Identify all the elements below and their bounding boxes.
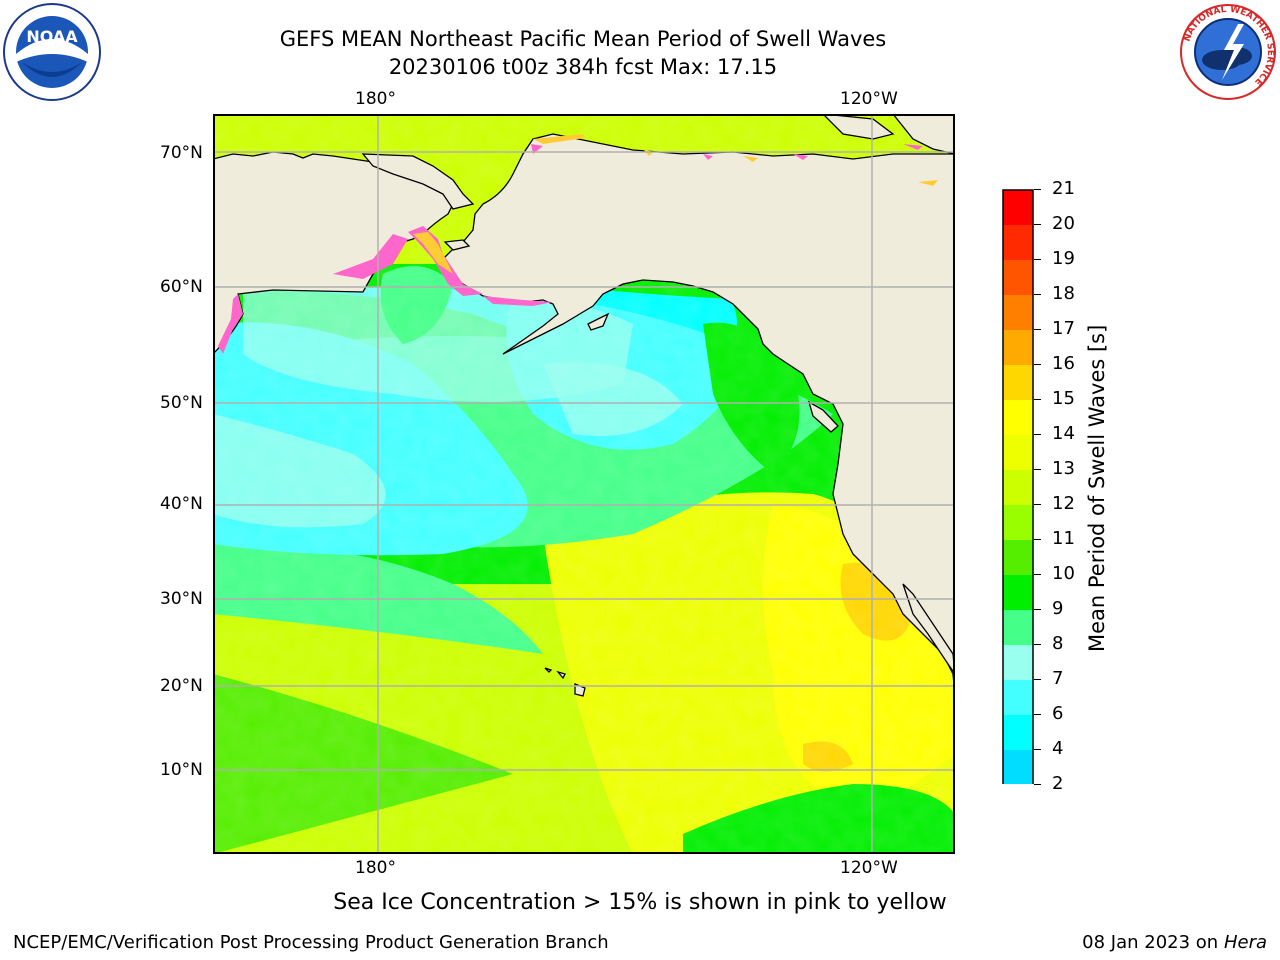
colorbar-swatches bbox=[1002, 189, 1034, 815]
sea-ice-note: Sea Ice Concentration > 15% is shown in … bbox=[333, 890, 947, 915]
colorbar-tick-label: 2 bbox=[1052, 773, 1064, 794]
colorbar-tick-mark bbox=[1034, 574, 1041, 575]
colorbar-bin bbox=[1003, 715, 1033, 750]
colorbar-bin bbox=[1003, 400, 1033, 435]
land-masses bbox=[213, 114, 955, 697]
lon-label-top-180: 180° bbox=[355, 89, 396, 109]
colorbar-tick-mark bbox=[1034, 259, 1041, 260]
colorbar-tick-mark bbox=[1034, 679, 1041, 680]
chart-title: GEFS MEAN Northeast Pacific Mean Period … bbox=[279, 27, 887, 51]
colorbar-tick-label: 17 bbox=[1052, 318, 1075, 339]
colorbar-tick-label: 18 bbox=[1052, 283, 1075, 304]
colorbar-bin bbox=[1003, 330, 1033, 365]
colorbar-tick-label: 9 bbox=[1052, 598, 1064, 619]
colorbar-tick-mark bbox=[1034, 434, 1041, 435]
colorbar-bin bbox=[1003, 645, 1033, 680]
colorbar-tick-label: 21 bbox=[1052, 178, 1075, 199]
lat-label-50n: 50°N bbox=[160, 393, 203, 413]
noaa-logo-text: NOAA bbox=[26, 27, 78, 46]
map-panel bbox=[213, 114, 955, 854]
colorbar-tick-label: 20 bbox=[1052, 213, 1075, 234]
footer-machine: Hera bbox=[1223, 932, 1267, 953]
colorbar-tick-mark bbox=[1034, 329, 1041, 330]
colorbar-tick-label: 16 bbox=[1052, 353, 1075, 374]
chart-subtitle: 20230106 t00z 384h fcst Max: 17.15 bbox=[388, 55, 778, 79]
lon-label-bottom-180: 180° bbox=[355, 858, 396, 878]
colorbar-bin bbox=[1003, 540, 1033, 575]
colorbar-bin bbox=[1003, 365, 1033, 400]
colorbar-tick-label: 11 bbox=[1052, 528, 1075, 549]
colorbar-bin bbox=[1003, 750, 1033, 785]
footer-credit: NCEP/EMC/Verification Post Processing Pr… bbox=[13, 932, 609, 953]
colorbar-tick-label: 19 bbox=[1052, 248, 1075, 269]
lon-label-bottom-120w: 120°W bbox=[840, 858, 898, 878]
colorbar-tick-mark bbox=[1034, 749, 1041, 750]
colorbar-bin bbox=[1003, 190, 1033, 225]
colorbar-tick-mark bbox=[1034, 609, 1041, 610]
colorbar-bin bbox=[1003, 610, 1033, 645]
footer-date-text: 08 Jan 2023 on bbox=[1082, 932, 1224, 953]
colorbar-bin bbox=[1003, 260, 1033, 295]
colorbar-tick-label: 10 bbox=[1052, 563, 1075, 584]
nws-logo: NATIONAL WEATHER SERVICE bbox=[1178, 2, 1278, 102]
colorbar-tick-label: 6 bbox=[1052, 703, 1064, 724]
map-frame bbox=[213, 114, 955, 854]
lat-label-70n: 70°N bbox=[160, 143, 203, 163]
colorbar-bin bbox=[1003, 505, 1033, 540]
footer-date: 08 Jan 2023 on Hera bbox=[1082, 932, 1267, 953]
lat-label-40n: 40°N bbox=[160, 494, 203, 514]
lon-label-top-120w: 120°W bbox=[840, 89, 898, 109]
colorbar-tick-mark bbox=[1034, 539, 1041, 540]
lat-label-60n: 60°N bbox=[160, 277, 203, 297]
lat-label-10n: 10°N bbox=[160, 760, 203, 780]
colorbar-bin bbox=[1003, 225, 1033, 260]
colorbar-tick-mark bbox=[1034, 714, 1041, 715]
lat-label-30n: 30°N bbox=[160, 589, 203, 609]
colorbar-tick-label: 4 bbox=[1052, 738, 1064, 759]
colorbar-tick-label: 7 bbox=[1052, 668, 1064, 689]
colorbar-title: Mean Period of Swell Waves [s] bbox=[1085, 324, 1109, 652]
colorbar-tick-label: 8 bbox=[1052, 633, 1064, 654]
colorbar-tick-mark bbox=[1034, 294, 1041, 295]
colorbar-bin bbox=[1003, 680, 1033, 715]
lat-label-20n: 20°N bbox=[160, 676, 203, 696]
colorbar-tick-mark bbox=[1034, 224, 1041, 225]
colorbar-tick-mark bbox=[1034, 399, 1041, 400]
colorbar-tick-mark bbox=[1034, 504, 1041, 505]
colorbar-tick-label: 14 bbox=[1052, 423, 1075, 444]
colorbar-bin bbox=[1003, 435, 1033, 470]
colorbar-tick-mark bbox=[1034, 364, 1041, 365]
colorbar-tick-label: 15 bbox=[1052, 388, 1075, 409]
noaa-logo: NOAA bbox=[2, 2, 102, 102]
colorbar-tick-mark bbox=[1034, 644, 1041, 645]
colorbar-tick-label: 12 bbox=[1052, 493, 1075, 514]
colorbar-bin bbox=[1003, 575, 1033, 610]
colorbar-tick-mark bbox=[1034, 784, 1041, 785]
colorbar-tick-label: 13 bbox=[1052, 458, 1075, 479]
colorbar-tick-mark bbox=[1034, 189, 1041, 190]
map-canvas bbox=[213, 114, 955, 854]
graticule bbox=[213, 114, 955, 854]
colorbar-bin bbox=[1003, 295, 1033, 330]
colorbar bbox=[1002, 188, 1034, 815]
sea-ice-fringe bbox=[218, 134, 938, 354]
colorbar-tick-mark bbox=[1034, 469, 1041, 470]
colorbar-bin bbox=[1003, 470, 1033, 505]
